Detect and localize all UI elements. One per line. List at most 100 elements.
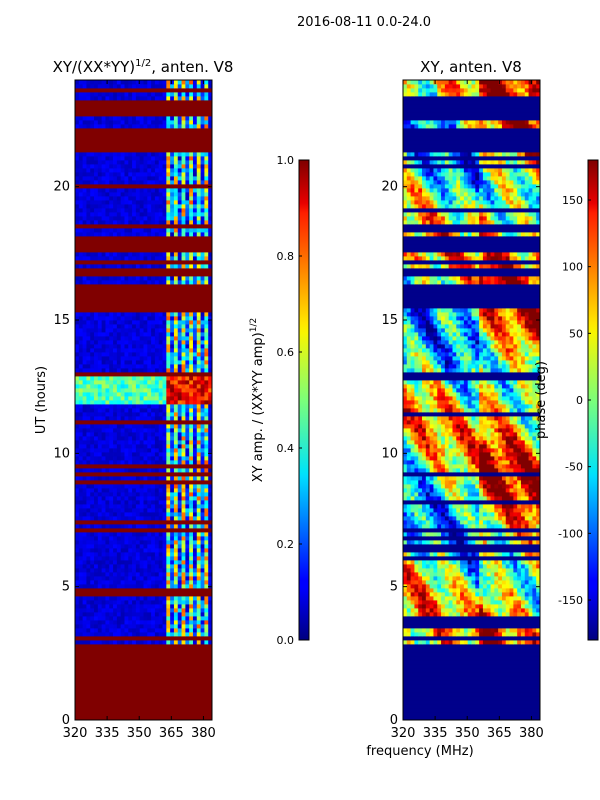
heatmap-cell: [78, 484, 84, 489]
heatmap-cell: [116, 328, 122, 333]
heatmap-cell: [494, 604, 499, 609]
heatmap-cell: [158, 216, 163, 221]
heatmap-cell: [128, 428, 133, 433]
heatmap-cell: [173, 232, 179, 237]
heatmap-cell: [143, 232, 148, 237]
heatmap-cell: [97, 360, 103, 365]
heatmap-cell: [433, 552, 438, 557]
heatmap-cell: [154, 92, 160, 97]
heatmap-cell: [75, 324, 80, 329]
heatmap-cell: [158, 532, 163, 537]
heatmap-cell: [208, 552, 212, 557]
heatmap-cell: [189, 400, 194, 405]
heatmap-cell: [139, 412, 144, 417]
heatmap-cell: [200, 164, 205, 169]
heatmap-cell: [196, 568, 201, 573]
heatmap-cell: [124, 628, 129, 633]
heatmap-cell: [154, 424, 160, 429]
heatmap-cell: [177, 116, 182, 121]
heatmap-cell: [101, 168, 106, 173]
heatmap-cell: [437, 508, 442, 513]
heatmap-cell: [97, 540, 103, 545]
heatmap-cell: [109, 428, 114, 433]
heatmap-cell: [204, 444, 209, 449]
heatmap-cell: [181, 360, 186, 365]
heatmap-cell: [135, 516, 141, 521]
heatmap-cell: [101, 432, 106, 437]
heatmap-cell: [181, 468, 186, 473]
heatmap-cell: [524, 560, 529, 565]
heatmap-cell: [501, 552, 507, 557]
heatmap-cell: [143, 564, 148, 569]
heatmap-cell: [97, 580, 103, 585]
heatmap-cell: [482, 640, 488, 645]
heatmap-cell: [505, 612, 510, 617]
heatmap-cell: [200, 604, 205, 609]
heatmap-cell: [109, 208, 114, 213]
masked-row: [75, 240, 212, 245]
masked-row: [403, 716, 540, 720]
heatmap-cell: [177, 160, 182, 165]
heatmap-cell: [128, 568, 133, 573]
heatmap-cell: [475, 612, 480, 617]
heatmap-cell: [192, 280, 198, 285]
heatmap-cell: [498, 540, 503, 545]
heatmap-cell: [166, 552, 171, 557]
heatmap-cell: [78, 80, 84, 85]
heatmap-cell: [490, 628, 495, 633]
heatmap-cell: [181, 200, 186, 205]
heatmap-cell: [147, 352, 152, 357]
heatmap-cell: [192, 392, 198, 397]
heatmap-cell: [158, 556, 163, 561]
heatmap-cell: [109, 628, 114, 633]
heatmap-cell: [120, 228, 125, 233]
heatmap-cell: [181, 156, 186, 161]
heatmap-cell: [441, 484, 446, 489]
heatmap-cell: [181, 180, 186, 185]
heatmap-cell: [501, 512, 507, 517]
heatmap-cell: [204, 324, 209, 329]
heatmap-cell: [509, 496, 514, 501]
heatmap-cell: [189, 500, 194, 505]
heatmap-cell: [162, 444, 167, 449]
heatmap-cell: [97, 156, 103, 161]
heatmap-cell: [181, 632, 186, 637]
heatmap-cell: [94, 168, 99, 173]
heatmap-cell: [90, 232, 95, 237]
heatmap-cell: [86, 172, 91, 177]
heatmap-cell: [486, 540, 491, 545]
heatmap-cell: [173, 352, 179, 357]
heatmap-cell: [116, 564, 122, 569]
heatmap-cell: [520, 588, 526, 593]
heatmap-cell: [196, 176, 201, 181]
heatmap-cell: [128, 496, 133, 501]
heatmap-cell: [75, 160, 80, 165]
heatmap-cell: [532, 608, 537, 613]
heatmap-cell: [86, 628, 91, 633]
heatmap-cell: [120, 580, 125, 585]
heatmap-cell: [94, 556, 99, 561]
heatmap-cell: [101, 216, 106, 221]
heatmap-cell: [132, 584, 137, 589]
heatmap-cell: [78, 392, 84, 397]
heatmap-cell: [166, 508, 171, 513]
heatmap-cell: [162, 172, 167, 177]
heatmap-cell: [437, 532, 442, 537]
heatmap-cell: [170, 320, 175, 325]
heatmap-cell: [456, 640, 461, 645]
heatmap-cell: [498, 568, 503, 573]
heatmap-cell: [143, 616, 148, 621]
masked-row: [75, 244, 212, 249]
heatmap-cell: [406, 564, 412, 569]
heatmap-cell: [120, 576, 125, 581]
heatmap-cell: [173, 612, 179, 617]
heatmap-cell: [135, 500, 141, 505]
heatmap-cell: [406, 600, 412, 605]
heatmap-cell: [192, 188, 198, 193]
heatmap-cell: [78, 332, 84, 337]
heatmap-cell: [120, 164, 125, 169]
heatmap-cell: [185, 348, 190, 353]
heatmap-cell: [78, 460, 84, 465]
heatmap-cell: [192, 400, 198, 405]
heatmap-cell: [162, 364, 167, 369]
